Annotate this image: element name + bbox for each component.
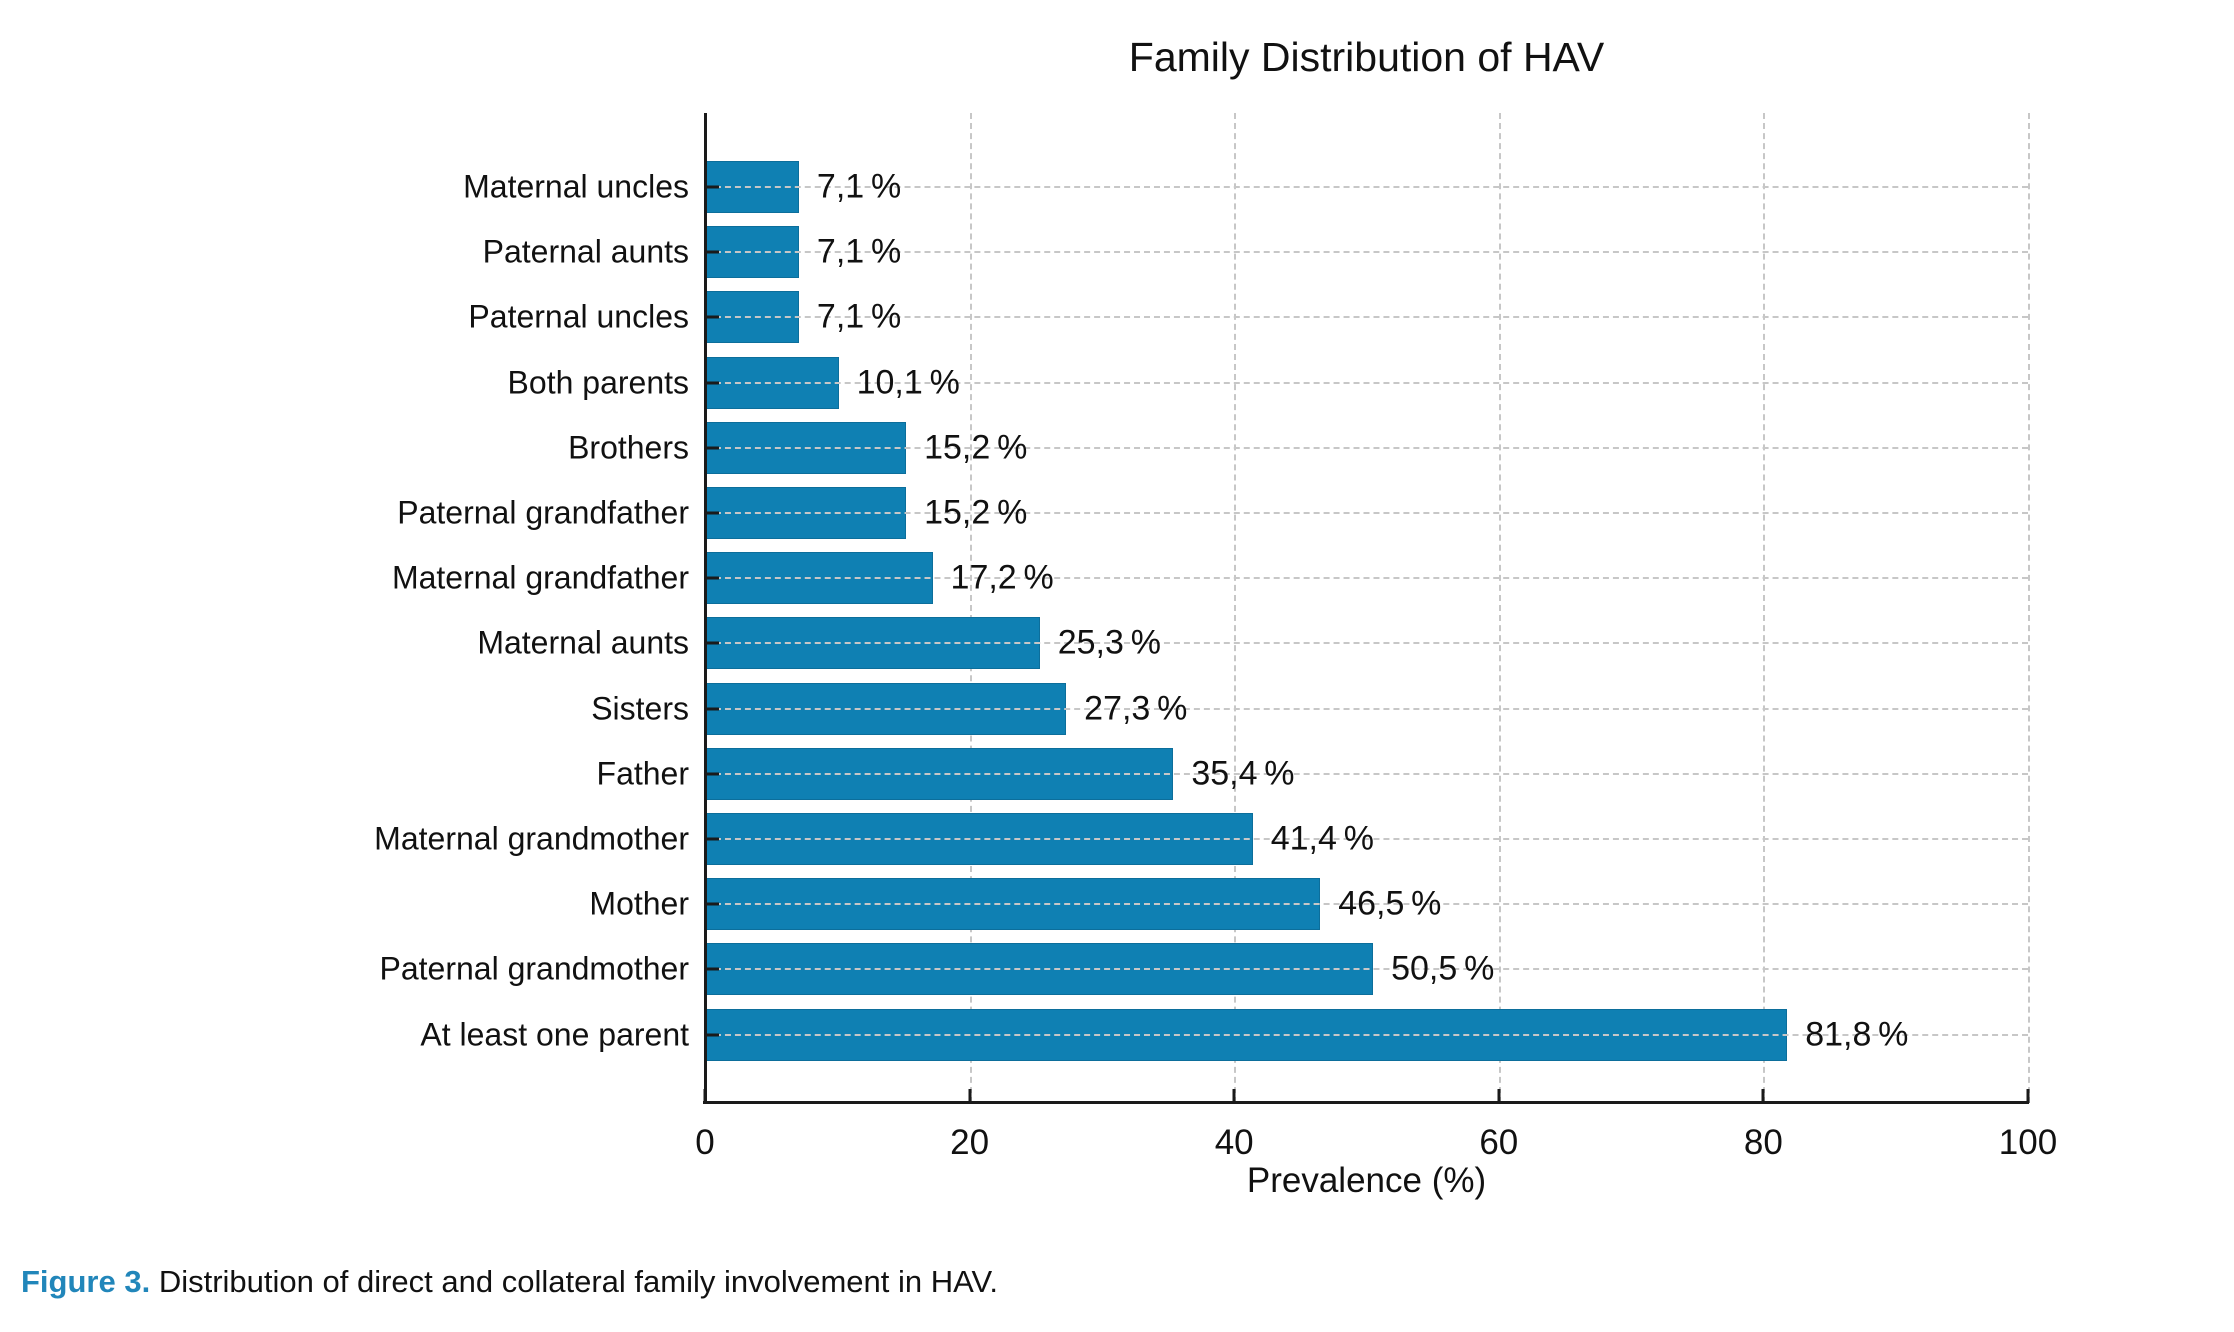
bar-row: 25,3 % Maternal aunts: [477, 617, 2028, 670]
value-label: 81,8 %: [1805, 1015, 1909, 1054]
plot-area: 7,1 % Maternal uncles 7,1 % Paternal aunts 7…: [374, 113, 2057, 1200]
y-axis-tick: [705, 1033, 719, 1037]
gridline-horizontal: [705, 838, 2028, 840]
gridline-vertical: [1763, 113, 1766, 1103]
y-axis-tick: [705, 641, 719, 645]
x-tick-label: 20: [950, 1123, 990, 1162]
y-axis-tick: [705, 837, 719, 841]
y-axis-tick: [705, 446, 719, 450]
value-label: 7,1 %: [816, 232, 902, 271]
value-label: 27,3 %: [1084, 689, 1188, 728]
gridline-horizontal: [705, 707, 2028, 710]
gridline-horizontal: [705, 446, 2028, 449]
bar-row: 15,2 % Paternal grandfather: [397, 487, 2028, 539]
gridline-vertical: [1234, 113, 1237, 1103]
figure-caption-text: Distribution of direct and collateral fa…: [158, 1264, 998, 1299]
category-label: Sisters: [591, 690, 689, 727]
bar-row: 17,2 % Maternal grandfather: [392, 552, 2028, 605]
bar-row: 81,8 % At least one parent: [420, 1008, 2028, 1061]
category-label: At least one parent: [420, 1016, 689, 1053]
value-label: 17,2 %: [950, 558, 1054, 597]
x-tick-label: 40: [1214, 1123, 1254, 1162]
gridline-horizontal: [705, 772, 2028, 775]
gridline-horizontal: [705, 316, 2028, 319]
category-label: Father: [596, 755, 689, 792]
bar-row: 27,3 % Sisters: [591, 682, 2028, 735]
value-label: 7,1 %: [816, 167, 902, 206]
gridline-horizontal: [705, 186, 2028, 188]
category-label: Maternal grandmother: [374, 820, 689, 857]
gridline-vertical: [2028, 113, 2030, 1103]
x-tick-label: 60: [1479, 1123, 1519, 1162]
category-label: Paternal grandmother: [379, 950, 689, 987]
x-tick-label: 80: [1743, 1123, 1783, 1162]
value-label: 35,4 %: [1191, 754, 1295, 793]
category-label: Maternal uncles: [463, 168, 689, 205]
bar-row: 7,1 % Paternal aunts: [483, 226, 2028, 279]
gridline-horizontal: [705, 968, 2028, 971]
figure-caption: Figure 3. Distribution of direct and col…: [21, 1264, 998, 1300]
category-label: Maternal grandfather: [391, 559, 689, 596]
x-axis-tick: [703, 1089, 707, 1103]
x-axis-spine: [703, 1101, 2029, 1104]
gridline-horizontal: [705, 251, 2028, 254]
x-tick-label: 0: [695, 1123, 715, 1162]
x-axis-tick: [1232, 1089, 1236, 1103]
value-label: 15,2 %: [924, 428, 1028, 467]
y-axis-tick: [705, 967, 719, 971]
gridline-horizontal: [705, 577, 2028, 580]
value-label: 46,5 %: [1338, 884, 1442, 923]
bar-row: 7,1 % Paternal uncles: [468, 291, 2028, 344]
category-label: Brothers: [568, 429, 689, 466]
bar-row: 7,1 % Maternal uncles: [463, 161, 2028, 213]
y-axis-tick: [705, 576, 719, 580]
x-axis-tick: [968, 1089, 972, 1103]
value-label: 41,4 %: [1270, 819, 1374, 858]
bar-row: 50,5 % Paternal grandmother: [379, 943, 2028, 996]
value-label: 7,1 %: [816, 297, 902, 336]
y-axis-tick: [705, 250, 719, 254]
category-label: Paternal grandfather: [397, 494, 689, 531]
gridline-horizontal: [705, 903, 2028, 906]
category-label: Paternal aunts: [482, 233, 689, 270]
x-tick-label: 100: [1998, 1123, 2058, 1162]
y-axis-tick: [705, 511, 719, 515]
bar-row: 46,5 % Mother: [589, 878, 2028, 931]
category-label: Paternal uncles: [468, 298, 689, 335]
value-label: 10,1 %: [856, 363, 960, 402]
value-label: 25,3 %: [1057, 623, 1161, 662]
y-axis-tick: [705, 315, 719, 319]
gridline-horizontal: [705, 512, 2028, 514]
gridline-horizontal: [705, 642, 2028, 645]
bar-row: 41,4 % Maternal grandmother: [374, 813, 2028, 865]
y-axis-spine: [704, 113, 707, 1103]
figure-caption-label: Figure 3.: [21, 1264, 151, 1299]
gridline-vertical: [1498, 113, 1501, 1103]
bar-row: 15,2 % Brothers: [568, 421, 2028, 474]
value-label: 15,2 %: [924, 493, 1028, 532]
category-label: Both parents: [507, 364, 689, 401]
y-axis-tick: [705, 381, 719, 385]
category-label: Mother: [589, 885, 689, 922]
y-axis-tick: [705, 185, 719, 189]
y-axis-tick: [705, 707, 719, 711]
bar-row: 10,1 % Both parents: [508, 356, 2028, 409]
x-axis-tick: [1497, 1089, 1501, 1103]
y-axis-tick: [705, 902, 719, 906]
y-axis-tick: [705, 772, 719, 776]
gridline-vertical: [969, 113, 972, 1103]
gridline-horizontal: [705, 381, 2028, 384]
value-label: 50,5 %: [1391, 949, 1495, 988]
gridline-horizontal: [705, 1033, 2028, 1036]
chart-title: Family Distribution of HAV: [1128, 34, 1605, 80]
x-axis-tick: [1761, 1089, 1765, 1103]
x-axis-label: Prevalence (%): [1246, 1161, 1487, 1200]
x-axis-tick: [2026, 1089, 2030, 1103]
category-label: Maternal aunts: [477, 624, 689, 661]
bar-row: 35,4 % Father: [597, 747, 2028, 800]
